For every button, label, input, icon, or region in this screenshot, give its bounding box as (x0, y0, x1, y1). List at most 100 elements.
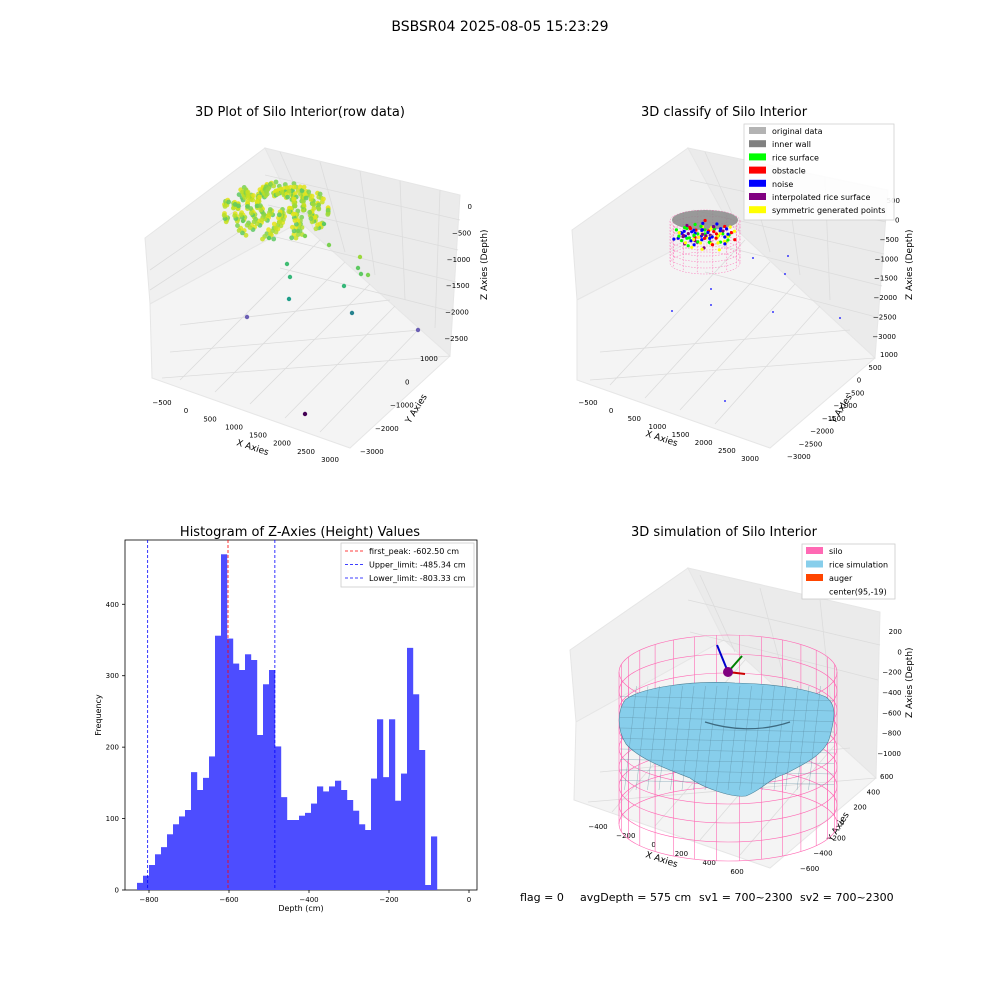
rice-mesh-line (624, 685, 637, 791)
raw-cloud-point (248, 210, 254, 216)
panel4-x-tick: −200 (616, 832, 635, 840)
histogram-bar (347, 800, 354, 890)
histogram-bar (245, 654, 252, 890)
raw-cloud-point (221, 213, 227, 218)
histogram-bar (221, 554, 228, 890)
classified-point (714, 232, 719, 236)
raw-cloud-point (286, 209, 292, 214)
panel4-y-tick: 200 (853, 804, 866, 812)
rice-mesh-line (619, 738, 835, 743)
histogram-bar (227, 638, 234, 890)
raw-cloud-point (309, 193, 315, 199)
raw-cloud-point (258, 203, 263, 209)
noise-point (724, 400, 726, 402)
histogram-bar (287, 820, 294, 890)
raw-cloud-point (250, 197, 256, 203)
raw-cloud-point (306, 189, 312, 195)
depth-histogram: Histogram of Z-Axies (Height) Values −80… (94, 525, 478, 913)
raw-cloud-point (301, 202, 307, 208)
panel1-x-tick: 0 (184, 407, 188, 415)
histogram-bar (305, 812, 312, 890)
rice-mesh-line (785, 685, 798, 791)
legend-frame (340, 542, 475, 588)
legend-label: obstacle (772, 167, 806, 176)
histogram-bar (167, 834, 174, 890)
panel1-x-tick: 1500 (249, 432, 267, 440)
raw-cloud-point (273, 179, 279, 185)
noise-point (710, 288, 712, 290)
raw-cloud-point (311, 206, 317, 211)
raw-scatter-point (357, 254, 363, 260)
panel2-y-tick: −1500 (822, 415, 846, 423)
histogram-bar (281, 797, 288, 890)
panel1-zlabel: Z Axies (Depth) (480, 229, 490, 300)
legend-swatch (749, 166, 766, 174)
simulation-3d-plot: 3D simulation of Silo Interior −400 −200 0… (569, 525, 915, 876)
histogram-bar (149, 865, 156, 890)
classified-point (721, 229, 725, 233)
legend-swatch (806, 560, 823, 568)
noise-point (710, 304, 712, 306)
raw-cloud-point (268, 181, 273, 187)
legend-label: first_peak: -602.50 cm (369, 547, 459, 556)
classified-point (726, 238, 730, 242)
legend-swatch (806, 574, 823, 581)
panel4-z-tick: −600 (882, 709, 901, 717)
raw-scatter-point (326, 242, 332, 248)
classified-point (717, 248, 721, 252)
panel2-z-tick: −500 (880, 236, 899, 244)
histogram-bar (401, 773, 408, 890)
wall-ring (669, 251, 741, 275)
raw-cloud-point (291, 228, 297, 234)
classified-point (726, 232, 730, 236)
histogram-bar (335, 780, 342, 890)
raw-cloud-point (232, 202, 238, 207)
classified-point (685, 227, 689, 231)
classified-point (732, 229, 737, 233)
histogram-bar (197, 790, 204, 890)
classified-point (674, 228, 679, 232)
noise-point (839, 317, 841, 319)
rice-mesh-line (635, 685, 649, 791)
classified-point (703, 236, 707, 240)
raw-cloud-point (316, 206, 322, 212)
legend-label: symmetric generated points (772, 206, 885, 215)
panel2-x-tick: 2000 (695, 439, 713, 447)
raw-cloud-point (286, 188, 292, 194)
classified-point (715, 222, 719, 226)
raw-data-3d-plot: 3D Plot of Silo Interior(row data) −500 0… (144, 105, 490, 464)
x-tick-label: −200 (379, 896, 398, 904)
histogram-bar (317, 786, 324, 890)
classified-point (685, 236, 689, 240)
histogram-bar (341, 790, 348, 890)
noise-point (784, 273, 786, 275)
histogram-bar (239, 670, 246, 890)
rice-mesh-line (681, 685, 695, 791)
raw-cloud-point (303, 195, 309, 201)
raw-cloud-point (317, 191, 323, 197)
classified-point (688, 227, 693, 231)
panel2-z-tick: −1000 (875, 255, 899, 263)
raw-cloud-point (273, 225, 279, 231)
classified-point (712, 227, 717, 231)
raw-cloud-point (311, 202, 317, 208)
avg-depth-text: avgDepth = 575 cm (580, 891, 691, 904)
classify-legend: original data inner wall rice surface obsta… (743, 123, 895, 221)
panel4-x-tick: 200 (675, 850, 688, 858)
rice-mesh-line (647, 685, 660, 791)
y-tick-label: 0 (115, 887, 119, 895)
classified-point (700, 232, 705, 236)
x-tick-label: −600 (219, 896, 238, 904)
histogram-bars (137, 554, 438, 890)
raw-cloud-point (244, 222, 250, 228)
classified-point (712, 230, 716, 234)
classified-point (685, 223, 689, 228)
rice-mesh-line (796, 685, 810, 791)
classified-point (680, 239, 684, 243)
panel2-y-tick: 1000 (880, 351, 898, 359)
raw-cloud-point (238, 212, 244, 218)
histogram-bar (275, 746, 282, 890)
histogram-bar (389, 719, 396, 890)
raw-cloud-point (266, 212, 272, 218)
histogram-bar (407, 647, 414, 890)
